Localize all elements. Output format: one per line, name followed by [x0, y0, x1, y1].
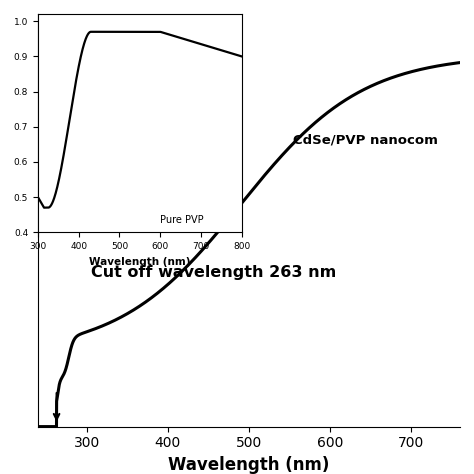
- Text: Cut off wavelength 263 nm: Cut off wavelength 263 nm: [91, 265, 336, 281]
- X-axis label: Wavelength (nm): Wavelength (nm): [89, 256, 191, 266]
- Text: Pure PVP: Pure PVP: [160, 216, 204, 226]
- Text: CdSe/PVP nanocom: CdSe/PVP nanocom: [293, 134, 438, 146]
- X-axis label: Wavelength (nm): Wavelength (nm): [168, 456, 329, 474]
